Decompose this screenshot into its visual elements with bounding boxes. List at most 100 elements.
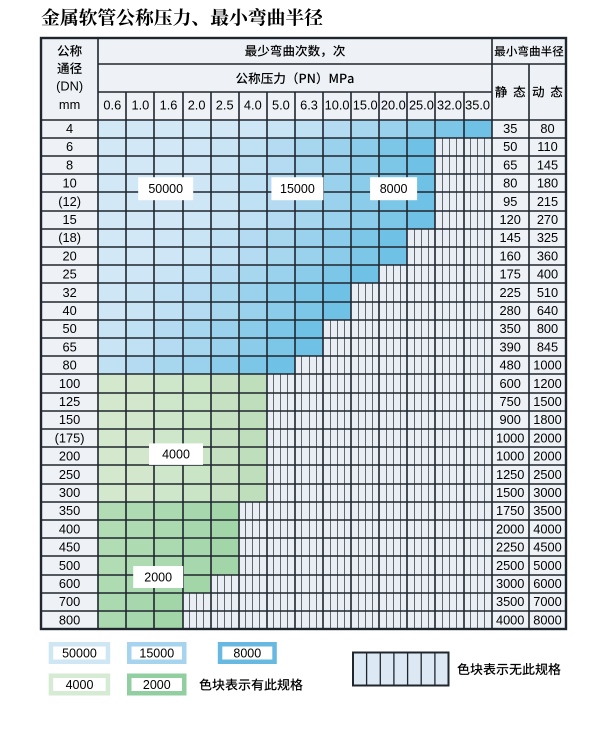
svg-text:125: 125 bbox=[59, 394, 80, 409]
svg-text:1000: 1000 bbox=[533, 358, 561, 373]
svg-text:15000: 15000 bbox=[139, 646, 174, 660]
svg-text:160: 160 bbox=[500, 248, 521, 263]
svg-text:145: 145 bbox=[500, 230, 521, 245]
svg-text:6.3: 6.3 bbox=[300, 98, 318, 113]
svg-text:95: 95 bbox=[503, 194, 517, 209]
svg-text:1.0: 1.0 bbox=[132, 98, 150, 113]
svg-text:280: 280 bbox=[500, 303, 521, 318]
svg-text:50000: 50000 bbox=[148, 182, 183, 196]
svg-text:35.0: 35.0 bbox=[465, 98, 490, 113]
svg-text:180: 180 bbox=[537, 176, 558, 191]
svg-text:325: 325 bbox=[537, 230, 558, 245]
svg-text:32: 32 bbox=[62, 285, 76, 300]
svg-text:5.0: 5.0 bbox=[272, 98, 290, 113]
svg-text:120: 120 bbox=[500, 212, 521, 227]
svg-text:1.6: 1.6 bbox=[160, 98, 178, 113]
svg-text:15.0: 15.0 bbox=[353, 98, 378, 113]
svg-text:50000: 50000 bbox=[62, 646, 97, 660]
svg-text:250: 250 bbox=[59, 467, 80, 482]
svg-text:750: 750 bbox=[500, 394, 521, 409]
svg-text:100: 100 bbox=[59, 376, 80, 391]
svg-text:2500: 2500 bbox=[533, 467, 561, 482]
svg-text:8: 8 bbox=[66, 157, 73, 172]
svg-text:50: 50 bbox=[62, 321, 76, 336]
svg-text:2000: 2000 bbox=[143, 678, 171, 692]
svg-text:(12): (12) bbox=[58, 194, 81, 209]
svg-text:1800: 1800 bbox=[533, 412, 561, 427]
svg-text:300: 300 bbox=[59, 485, 80, 500]
svg-text:510: 510 bbox=[537, 285, 558, 300]
svg-text:845: 845 bbox=[537, 339, 558, 354]
svg-text:4000: 4000 bbox=[162, 448, 190, 462]
svg-text:10.0: 10.0 bbox=[325, 98, 350, 113]
svg-text:390: 390 bbox=[500, 339, 521, 354]
svg-text:2000: 2000 bbox=[144, 570, 172, 584]
svg-text:800: 800 bbox=[537, 321, 558, 336]
svg-text:4: 4 bbox=[66, 121, 73, 136]
svg-text:mm: mm bbox=[59, 97, 80, 112]
svg-text:6000: 6000 bbox=[533, 576, 561, 591]
svg-text:225: 225 bbox=[500, 285, 521, 300]
svg-text:2000: 2000 bbox=[533, 449, 561, 464]
svg-text:8000: 8000 bbox=[233, 646, 261, 660]
svg-text:25: 25 bbox=[62, 267, 76, 282]
svg-text:215: 215 bbox=[537, 194, 558, 209]
svg-text:50: 50 bbox=[503, 139, 517, 154]
svg-text:400: 400 bbox=[59, 521, 80, 536]
svg-text:1000: 1000 bbox=[496, 430, 524, 445]
svg-text:400: 400 bbox=[537, 267, 558, 282]
svg-text:35: 35 bbox=[503, 121, 517, 136]
svg-text:600: 600 bbox=[500, 376, 521, 391]
svg-text:480: 480 bbox=[500, 358, 521, 373]
svg-text:145: 145 bbox=[537, 157, 558, 172]
svg-text:3500: 3500 bbox=[533, 503, 561, 518]
svg-text:800: 800 bbox=[59, 612, 80, 627]
svg-text:10: 10 bbox=[62, 176, 76, 191]
svg-text:6: 6 bbox=[66, 139, 73, 154]
svg-text:40: 40 bbox=[62, 303, 76, 318]
svg-text:(DN): (DN) bbox=[56, 79, 83, 94]
svg-text:200: 200 bbox=[59, 449, 80, 464]
svg-text:1500: 1500 bbox=[533, 394, 561, 409]
svg-text:15: 15 bbox=[62, 212, 76, 227]
svg-text:2000: 2000 bbox=[533, 430, 561, 445]
svg-text:500: 500 bbox=[59, 558, 80, 573]
svg-text:4000: 4000 bbox=[533, 521, 561, 536]
svg-text:175: 175 bbox=[500, 267, 521, 282]
svg-text:25.0: 25.0 bbox=[409, 98, 434, 113]
svg-text:20.0: 20.0 bbox=[381, 98, 406, 113]
svg-text:270: 270 bbox=[537, 212, 558, 227]
svg-text:2500: 2500 bbox=[496, 558, 524, 573]
svg-text:3000: 3000 bbox=[496, 576, 524, 591]
svg-text:640: 640 bbox=[537, 303, 558, 318]
svg-text:0.6: 0.6 bbox=[103, 98, 121, 113]
svg-text:350: 350 bbox=[59, 503, 80, 518]
svg-text:900: 900 bbox=[500, 412, 521, 427]
svg-text:8000: 8000 bbox=[533, 612, 561, 627]
svg-text:4500: 4500 bbox=[533, 540, 561, 555]
svg-text:8000: 8000 bbox=[380, 182, 408, 196]
svg-text:1250: 1250 bbox=[496, 467, 524, 482]
svg-text:3500: 3500 bbox=[496, 594, 524, 609]
svg-text:450: 450 bbox=[59, 540, 80, 555]
svg-text:1750: 1750 bbox=[496, 503, 524, 518]
svg-text:350: 350 bbox=[500, 321, 521, 336]
svg-text:4000: 4000 bbox=[66, 678, 94, 692]
svg-text:2.5: 2.5 bbox=[216, 98, 234, 113]
svg-text:(18): (18) bbox=[58, 230, 81, 245]
svg-text:7000: 7000 bbox=[533, 594, 561, 609]
svg-text:600: 600 bbox=[59, 576, 80, 591]
svg-text:65: 65 bbox=[62, 339, 76, 354]
svg-text:4000: 4000 bbox=[496, 612, 524, 627]
svg-text:80: 80 bbox=[503, 176, 517, 191]
svg-text:1200: 1200 bbox=[533, 376, 561, 391]
svg-text:80: 80 bbox=[62, 358, 76, 373]
svg-text:5000: 5000 bbox=[533, 558, 561, 573]
svg-text:110: 110 bbox=[537, 139, 557, 154]
svg-text:150: 150 bbox=[59, 412, 80, 427]
svg-text:80: 80 bbox=[540, 121, 554, 136]
svg-text:2250: 2250 bbox=[496, 540, 524, 555]
svg-text:20: 20 bbox=[62, 248, 76, 263]
svg-text:32.0: 32.0 bbox=[437, 98, 462, 113]
svg-text:1500: 1500 bbox=[496, 485, 524, 500]
